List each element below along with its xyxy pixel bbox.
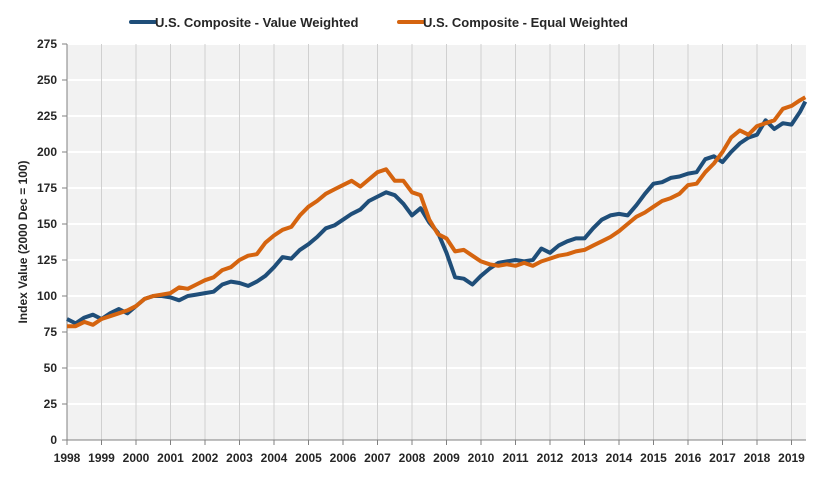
y-tick-label: 75 xyxy=(44,325,58,339)
x-tick-label: 2004 xyxy=(261,451,288,465)
x-tick-label: 2002 xyxy=(192,451,219,465)
y-axis-ticks: 0 25 50 75 100 125 150 175 200 225 250 275 xyxy=(37,37,67,447)
x-tick-label: 2013 xyxy=(571,451,598,465)
y-tick-label: 150 xyxy=(37,217,57,231)
y-tick-label: 0 xyxy=(50,433,57,447)
horizontal-gridlines xyxy=(67,43,806,405)
x-tick-label: 2001 xyxy=(157,451,184,465)
x-tick-label: 1999 xyxy=(88,451,115,465)
y-tick-label: 275 xyxy=(37,37,57,51)
x-tick-label: 2014 xyxy=(606,451,633,465)
y-tick-label: 125 xyxy=(37,253,57,267)
legend: U.S. Composite - Value Weighted U.S. Com… xyxy=(129,15,628,30)
plot-area xyxy=(67,44,806,440)
y-tick-label: 200 xyxy=(37,145,57,159)
x-tick-label: 2000 xyxy=(123,451,150,465)
x-tick-label: 2011 xyxy=(502,451,528,465)
x-tick-label: 2012 xyxy=(537,451,564,465)
x-tick-label: 2008 xyxy=(399,451,426,465)
x-tick-label: 2010 xyxy=(468,451,495,465)
x-tick-label: 2007 xyxy=(364,451,391,465)
y-tick-label: 225 xyxy=(37,109,57,123)
x-tick-label: 2006 xyxy=(330,451,357,465)
x-tick-label: 2017 xyxy=(709,451,736,465)
x-tick-label: 2005 xyxy=(295,451,322,465)
y-tick-label: 250 xyxy=(37,73,57,87)
series-line-equal-weighted xyxy=(67,95,807,329)
x-axis-ticks: 1998 1999 2000 2001 2002 2003 2004 2005 2006 2007… xyxy=(54,440,805,465)
y-axis-title: Index Value (2000 Dec = 100) xyxy=(16,160,30,323)
legend-label-value-weighted: U.S. Composite - Value Weighted xyxy=(155,15,359,30)
x-tick-label: 2015 xyxy=(640,451,667,465)
x-tick-label: 2009 xyxy=(433,451,460,465)
x-tick-label: 2018 xyxy=(744,451,771,465)
x-tick-label: 2016 xyxy=(675,451,702,465)
legend-label-equal-weighted: U.S. Composite - Equal Weighted xyxy=(423,15,628,30)
y-tick-label: 100 xyxy=(37,289,57,303)
x-tick-label: 2003 xyxy=(226,451,253,465)
y-tick-label: 175 xyxy=(37,181,57,195)
y-tick-label: 25 xyxy=(44,397,58,411)
y-tick-label: 50 xyxy=(44,361,58,375)
x-tick-label: 1998 xyxy=(54,451,81,465)
x-tick-label: 2019 xyxy=(778,451,805,465)
series-lines xyxy=(66,95,808,329)
